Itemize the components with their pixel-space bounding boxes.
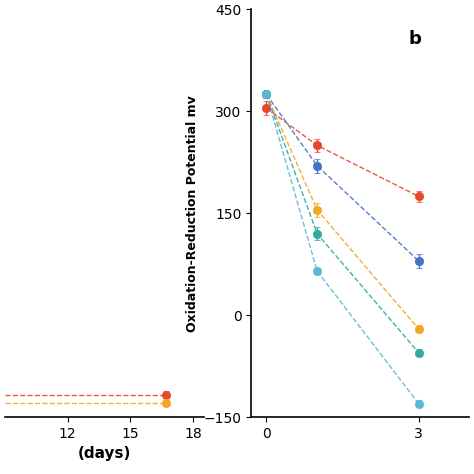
Text: b: b <box>408 30 421 48</box>
X-axis label: (days): (days) <box>78 447 131 461</box>
Y-axis label: Oxidation-Reduction Potential mv: Oxidation-Reduction Potential mv <box>186 95 200 332</box>
